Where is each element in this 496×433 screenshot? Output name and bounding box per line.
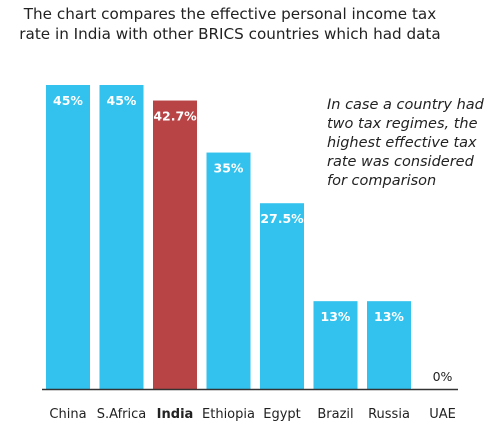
x-tick-label: Ethiopia: [202, 407, 255, 422]
chart-title: The chart compares the effective persona…: [19, 5, 441, 43]
bar-russia: [367, 301, 411, 389]
x-tick-label: Russia: [368, 407, 410, 422]
value-label: 45%: [107, 93, 137, 108]
x-tick-label: Egypt: [263, 407, 301, 422]
value-label: 35%: [214, 161, 244, 176]
bar-india: [153, 100, 197, 389]
x-tick-label: India: [157, 407, 194, 422]
value-label: 42.7%: [153, 109, 197, 124]
bar-brazil: [313, 301, 358, 389]
x-tick-label: S.Africa: [97, 407, 146, 422]
bar-s-africa: [99, 85, 144, 389]
chart-annotation: In case a country had two tax regimes, t…: [327, 97, 484, 189]
x-tick-label: China: [49, 407, 86, 422]
value-label: 13%: [321, 309, 351, 324]
bar-china: [46, 85, 90, 389]
value-label: 13%: [374, 309, 404, 324]
value-label: 0%: [433, 369, 453, 384]
bar-ethiopia: [206, 152, 251, 389]
bar-egypt: [260, 203, 304, 389]
value-label: 45%: [53, 93, 83, 108]
x-tick-label: UAE: [429, 407, 456, 422]
x-tick-label: Brazil: [317, 407, 353, 422]
value-label: 27.5%: [260, 211, 304, 226]
